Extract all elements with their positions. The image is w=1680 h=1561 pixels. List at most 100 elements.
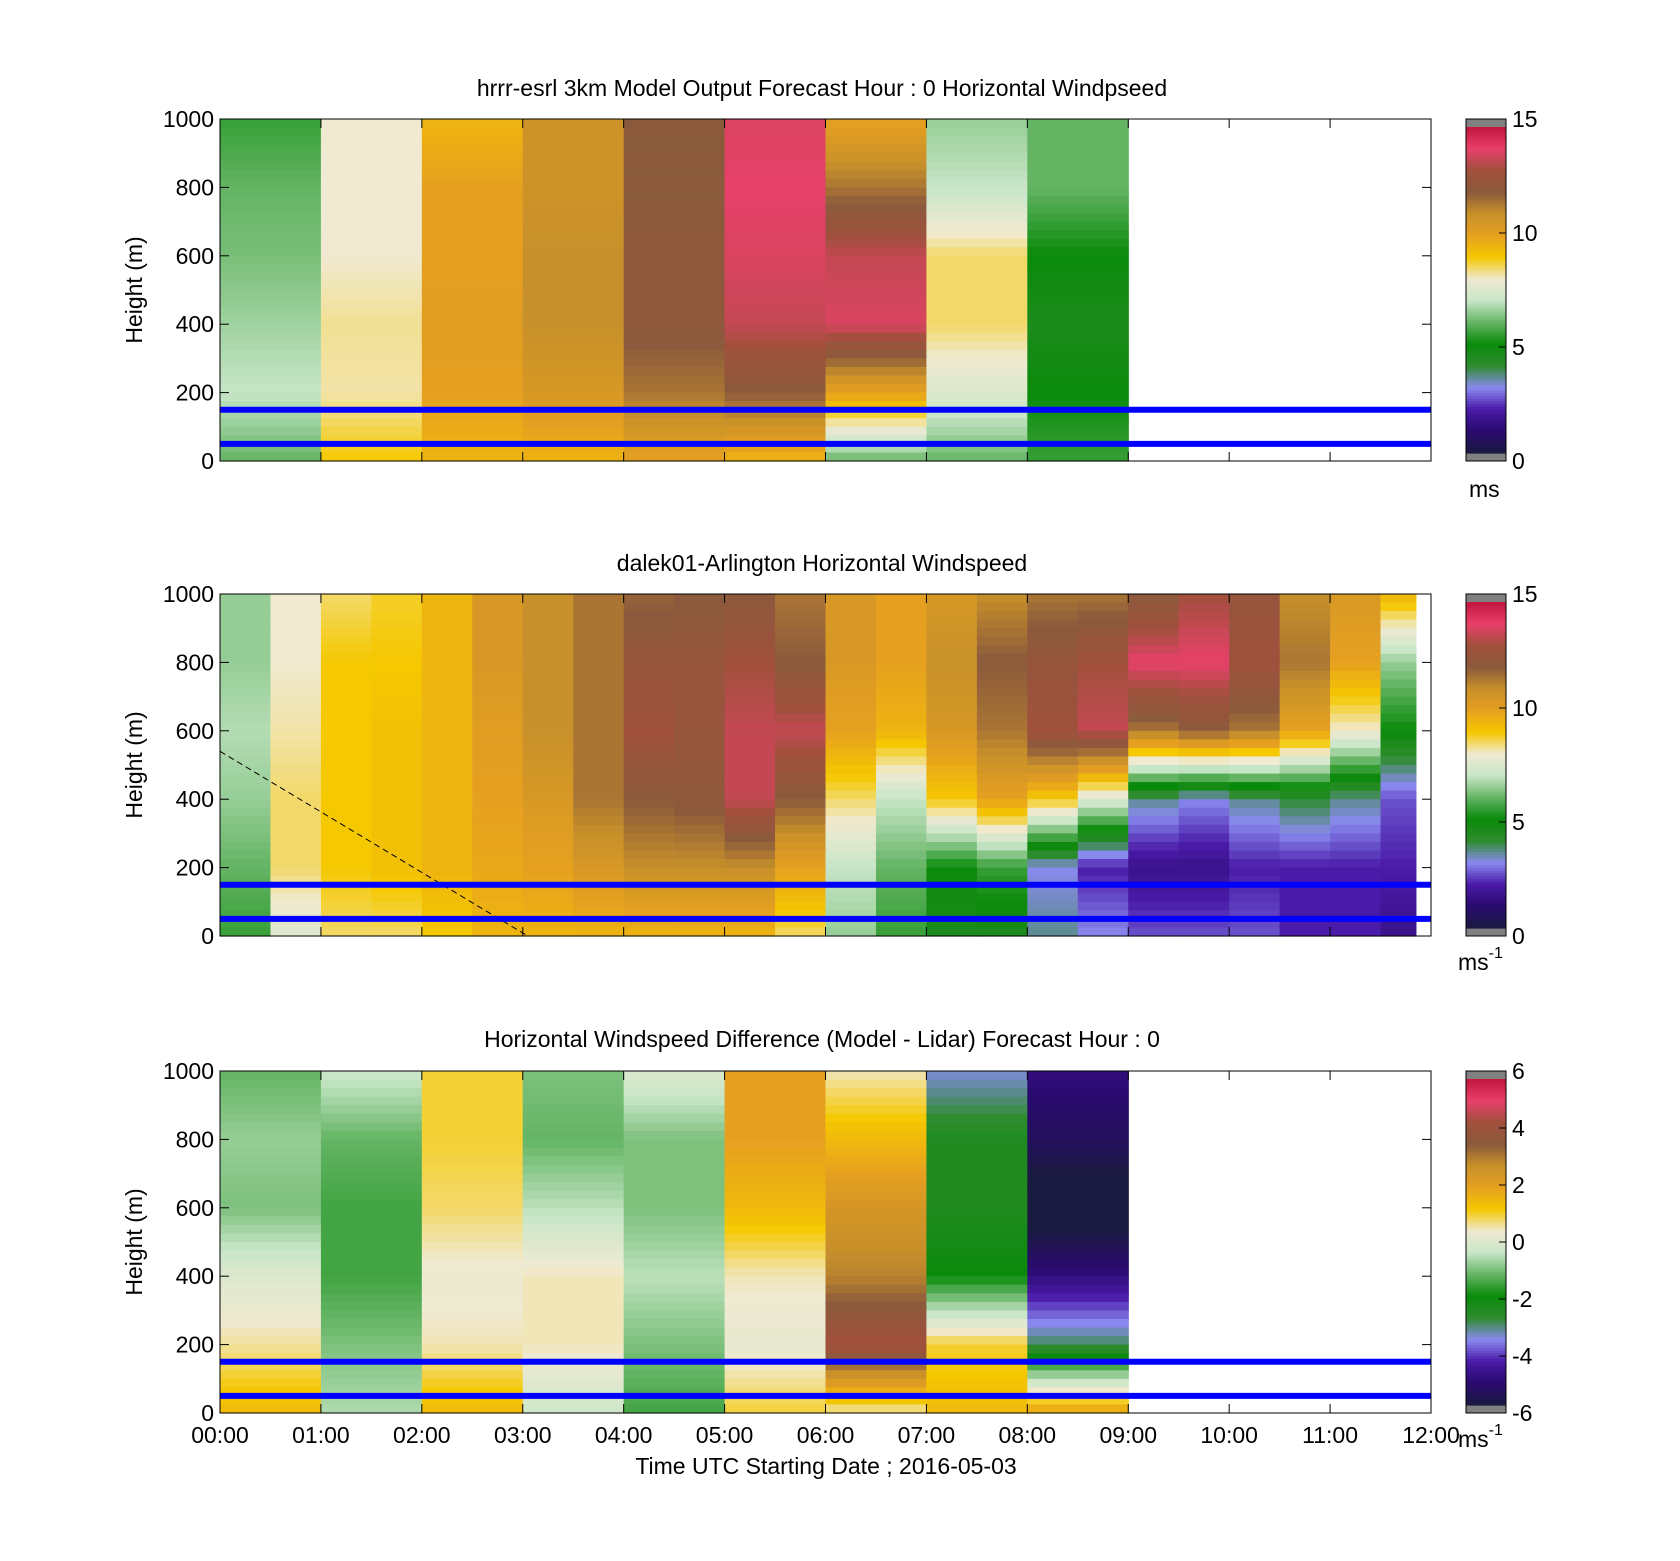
heatmap-cell <box>421 662 473 672</box>
heatmap-cell <box>1178 645 1230 655</box>
heatmap-cell <box>926 1139 1028 1149</box>
colorbar-segment <box>1466 287 1506 291</box>
heatmap-cell <box>522 799 574 809</box>
heatmap-cell <box>926 324 1028 334</box>
heatmap-cell <box>522 765 574 775</box>
heatmap-cell <box>1128 773 1180 783</box>
heatmap-cell <box>270 859 322 869</box>
heatmap-cell <box>875 756 928 766</box>
heatmap-cell <box>724 730 776 740</box>
colorbar-segment <box>1466 756 1506 761</box>
heatmap-cell <box>1077 927 1129 937</box>
colorbar-segment <box>1466 270 1506 275</box>
heatmap-cell <box>623 264 726 274</box>
heatmap-cell <box>825 426 928 436</box>
heatmap-cell <box>573 807 625 817</box>
colorbar-segment <box>1466 697 1506 701</box>
heatmap-cell <box>1128 756 1180 766</box>
heatmap-cell <box>724 765 776 775</box>
heatmap-cell <box>926 1387 1028 1397</box>
heatmap-cell <box>371 696 423 706</box>
heatmap-cell <box>1178 662 1230 672</box>
heatmap-cell <box>623 418 726 428</box>
heatmap-cell <box>724 238 827 248</box>
colorbar-segment <box>1466 1274 1506 1278</box>
colorbar-end-cap <box>1466 928 1506 936</box>
colorbar-segment <box>1466 642 1506 647</box>
colorbar-segment <box>1466 911 1506 916</box>
colorbar-segment <box>1466 154 1506 158</box>
heatmap-cell <box>421 324 524 334</box>
colorbar-segment <box>1466 694 1506 698</box>
heatmap-cell <box>825 230 928 240</box>
colorbar-segment <box>1466 1312 1506 1316</box>
heatmap-cell <box>1077 859 1129 869</box>
colorbar-segment <box>1466 292 1506 297</box>
heatmap-cell <box>522 1216 625 1226</box>
heatmap-cell <box>623 332 726 342</box>
colorbar-segment <box>1466 713 1506 717</box>
heatmap-cell <box>1027 782 1079 792</box>
heatmap-cell <box>1330 611 1382 621</box>
heatmap-cell <box>320 153 423 163</box>
heatmap-cell <box>1279 859 1331 869</box>
heatmap-cell <box>825 1250 928 1260</box>
heatmap-cell <box>1229 722 1281 732</box>
heatmap-cell <box>724 1139 827 1149</box>
heatmap-cell <box>926 144 1028 154</box>
heatmap-cell <box>421 841 473 852</box>
heatmap-cell <box>320 281 423 291</box>
heatmap-cell <box>522 426 625 436</box>
heatmap-cell <box>926 1293 1028 1303</box>
heatmap-cell <box>976 679 1028 689</box>
heatmap-cell <box>623 705 675 715</box>
heatmap-cell <box>1330 910 1382 920</box>
heatmap-cell <box>674 662 726 672</box>
heatmap-cell <box>320 1242 423 1252</box>
heatmap-cell <box>875 841 928 852</box>
heatmap-cell <box>320 443 423 454</box>
colorbar-segment <box>1466 159 1506 163</box>
heatmap-cell <box>1027 807 1079 817</box>
heatmap-cell <box>220 307 322 317</box>
heatmap-cell <box>825 255 928 265</box>
heatmap-cell <box>1128 893 1180 903</box>
heatmap-cell <box>522 1404 625 1414</box>
heatmap-cell <box>825 1370 928 1380</box>
heatmap-cell <box>421 1233 524 1243</box>
heatmap-cell <box>421 1276 524 1286</box>
heatmap-cell <box>522 867 574 877</box>
colorbar-segment <box>1466 393 1506 397</box>
heatmap-cell <box>724 1105 827 1115</box>
heatmap-cell <box>320 144 423 154</box>
heatmap-cell <box>1128 824 1180 834</box>
heatmap-cell <box>320 1079 423 1089</box>
heatmap-cell <box>522 238 625 248</box>
heatmap-cell <box>1027 1370 1129 1380</box>
colorbar-segment <box>1466 892 1506 896</box>
colorbar-tick-label: 10 <box>1512 695 1538 721</box>
heatmap-cell <box>926 636 978 646</box>
heatmap-cell <box>623 1182 726 1192</box>
heatmap-cell <box>1279 841 1331 852</box>
heatmap-cell <box>1077 713 1129 723</box>
heatmap-cell <box>573 713 625 723</box>
colorbar-segment <box>1466 767 1506 772</box>
heatmap-cell <box>724 1361 827 1371</box>
heatmap-cell <box>976 611 1028 621</box>
colorbar-segment <box>1466 265 1506 269</box>
heatmap-cell <box>875 833 928 843</box>
colorbar-segment <box>1466 827 1506 831</box>
heatmap-cell <box>320 807 372 817</box>
heatmap-cell <box>1330 636 1382 646</box>
colorbar-segment <box>1466 338 1506 343</box>
heatmap-cell <box>926 1190 1028 1200</box>
heatmap-cell <box>220 824 272 834</box>
colorbar-segment <box>1466 230 1506 234</box>
colorbar-segment <box>1466 1318 1506 1322</box>
heatmap-cell <box>220 1310 322 1320</box>
heatmap-cell <box>623 272 726 283</box>
colorbar-segment <box>1466 132 1506 136</box>
heatmap-cell <box>926 747 978 758</box>
colorbar-segment <box>1466 854 1506 858</box>
